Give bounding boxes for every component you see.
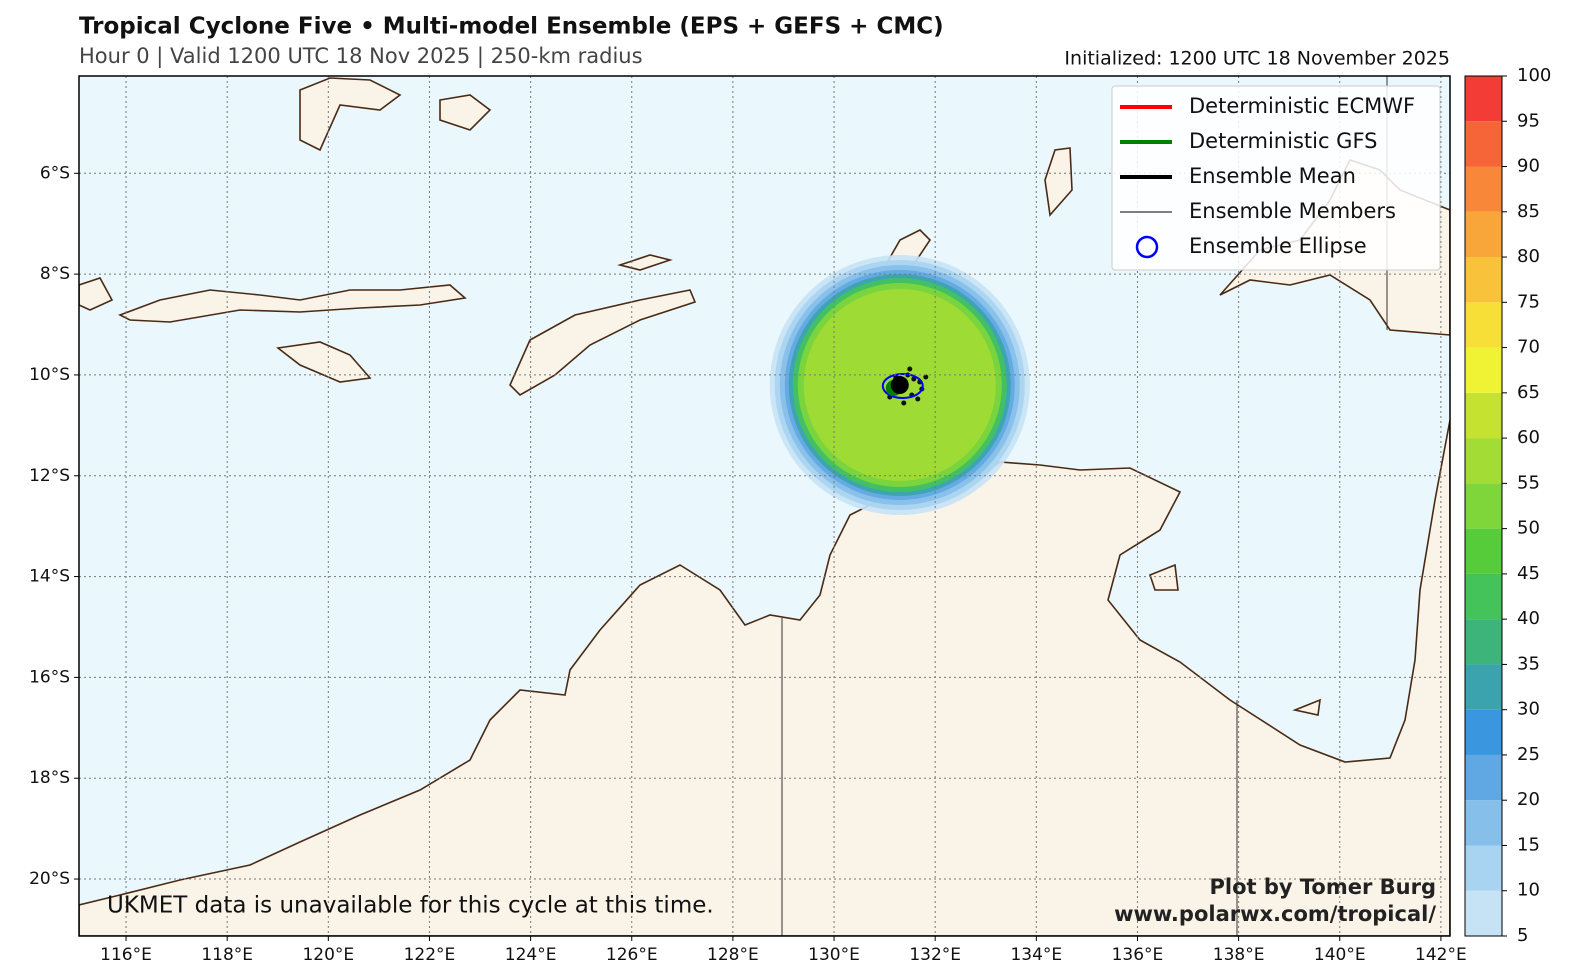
credit-url: www.polarwx.com/tropical/ (1114, 902, 1436, 926)
colorbar-label: 65 (1517, 382, 1540, 403)
ensemble-member (923, 374, 929, 380)
lon-label: 126°E (606, 945, 658, 965)
colorbar-label: 25 (1517, 744, 1540, 765)
colorbar-band (1465, 845, 1502, 891)
lon-label: 128°E (707, 945, 759, 965)
lon-label: 122°E (404, 945, 456, 965)
init-time: Initialized: 1200 UTC 18 November 2025 (1064, 48, 1450, 70)
probability-swath (769, 255, 1030, 516)
lon-label: 134°E (1010, 945, 1062, 965)
colorbar-label: 100 (1517, 65, 1551, 86)
colorbar-band (1465, 438, 1502, 484)
legend-label: Ensemble Members (1189, 199, 1396, 223)
ukmet-note: UKMET data is unavailable for this cycle… (107, 893, 714, 919)
colorbar-label: 5 (1517, 925, 1528, 946)
colorbar-band (1465, 754, 1502, 801)
colorbar-label: 30 (1517, 699, 1540, 720)
colorbar-label: 90 (1517, 156, 1540, 177)
ensemble-mean (890, 376, 909, 395)
colorbar-label: 55 (1517, 472, 1540, 493)
colorbar-band (1465, 709, 1502, 755)
colorbar-label: 80 (1517, 246, 1540, 267)
legend-label: Deterministic ECMWF (1189, 94, 1415, 118)
colorbar-band (1465, 302, 1502, 348)
lon-label: 142°E (1415, 945, 1467, 965)
lat-label: 8°S (40, 264, 70, 284)
colorbar-label: 10 (1517, 880, 1540, 901)
lat-label: 10°S (29, 365, 70, 385)
colorbar-label: 50 (1517, 518, 1540, 539)
lat-label: 6°S (40, 163, 70, 183)
legend-label: Ensemble Ellipse (1189, 234, 1367, 258)
colorbar-band (1465, 483, 1502, 529)
colorbar-band (1465, 257, 1502, 303)
colorbar-band (1465, 890, 1502, 936)
legend-label: Ensemble Mean (1189, 164, 1356, 188)
colorbar-band (1465, 347, 1502, 393)
colorbar-band (1465, 573, 1502, 620)
colorbar-band (1465, 211, 1502, 258)
lon-label: 120°E (302, 945, 354, 965)
ensemble-member (911, 376, 917, 382)
colorbar-label: 85 (1517, 201, 1540, 222)
lon-label: 136°E (1112, 945, 1164, 965)
map-frame (78, 75, 1451, 937)
lat-label: 14°S (29, 567, 70, 587)
lat-label: 12°S (29, 466, 70, 486)
lat-label: 16°S (29, 667, 70, 687)
colorbar-label: 20 (1517, 789, 1540, 810)
colorbar-frame (1464, 75, 1503, 937)
subtitle: Hour 0 | Valid 1200 UTC 18 Nov 2025 | 25… (79, 44, 643, 69)
ensemble-member (901, 400, 907, 406)
lon-label: 118°E (201, 945, 253, 965)
ensemble-ellipse (881, 373, 924, 400)
lat-label: 18°S (29, 768, 70, 788)
ensemble-member (907, 366, 913, 372)
colorbar-label: 15 (1517, 834, 1540, 855)
colorbar-label: 70 (1517, 337, 1540, 358)
colorbar-label: 45 (1517, 563, 1540, 584)
colorbar-label: 35 (1517, 653, 1540, 674)
legend-label: Deterministic GFS (1189, 129, 1378, 153)
colorbar-band (1465, 166, 1502, 212)
colorbar-label: 60 (1517, 427, 1540, 448)
lat-label: 20°S (29, 869, 70, 889)
lon-label: 138°E (1213, 945, 1265, 965)
colorbar-label: 95 (1517, 110, 1540, 131)
colorbar-band (1465, 121, 1502, 167)
title: Tropical Cyclone Five • Multi-model Ense… (79, 14, 944, 40)
colorbar-band (1465, 800, 1502, 846)
colorbar-band (1465, 392, 1502, 439)
colorbar-band (1465, 76, 1502, 122)
colorbar-band (1465, 528, 1502, 574)
colorbar-band (1465, 619, 1502, 665)
lon-label: 140°E (1314, 945, 1366, 965)
legend-symbol (1135, 235, 1159, 259)
legend-box (1111, 85, 1441, 271)
lon-label: 124°E (505, 945, 557, 965)
colorbar-label: 40 (1517, 608, 1540, 629)
colorbar-band (1465, 664, 1502, 710)
lon-label: 132°E (909, 945, 961, 965)
lon-label: 130°E (808, 945, 860, 965)
ensemble-member (915, 396, 921, 402)
graticule (79, 76, 1450, 936)
lon-label: 116°E (100, 945, 152, 965)
colorbar-label: 75 (1517, 291, 1540, 312)
credit: Plot by Tomer Burg (1210, 875, 1437, 899)
